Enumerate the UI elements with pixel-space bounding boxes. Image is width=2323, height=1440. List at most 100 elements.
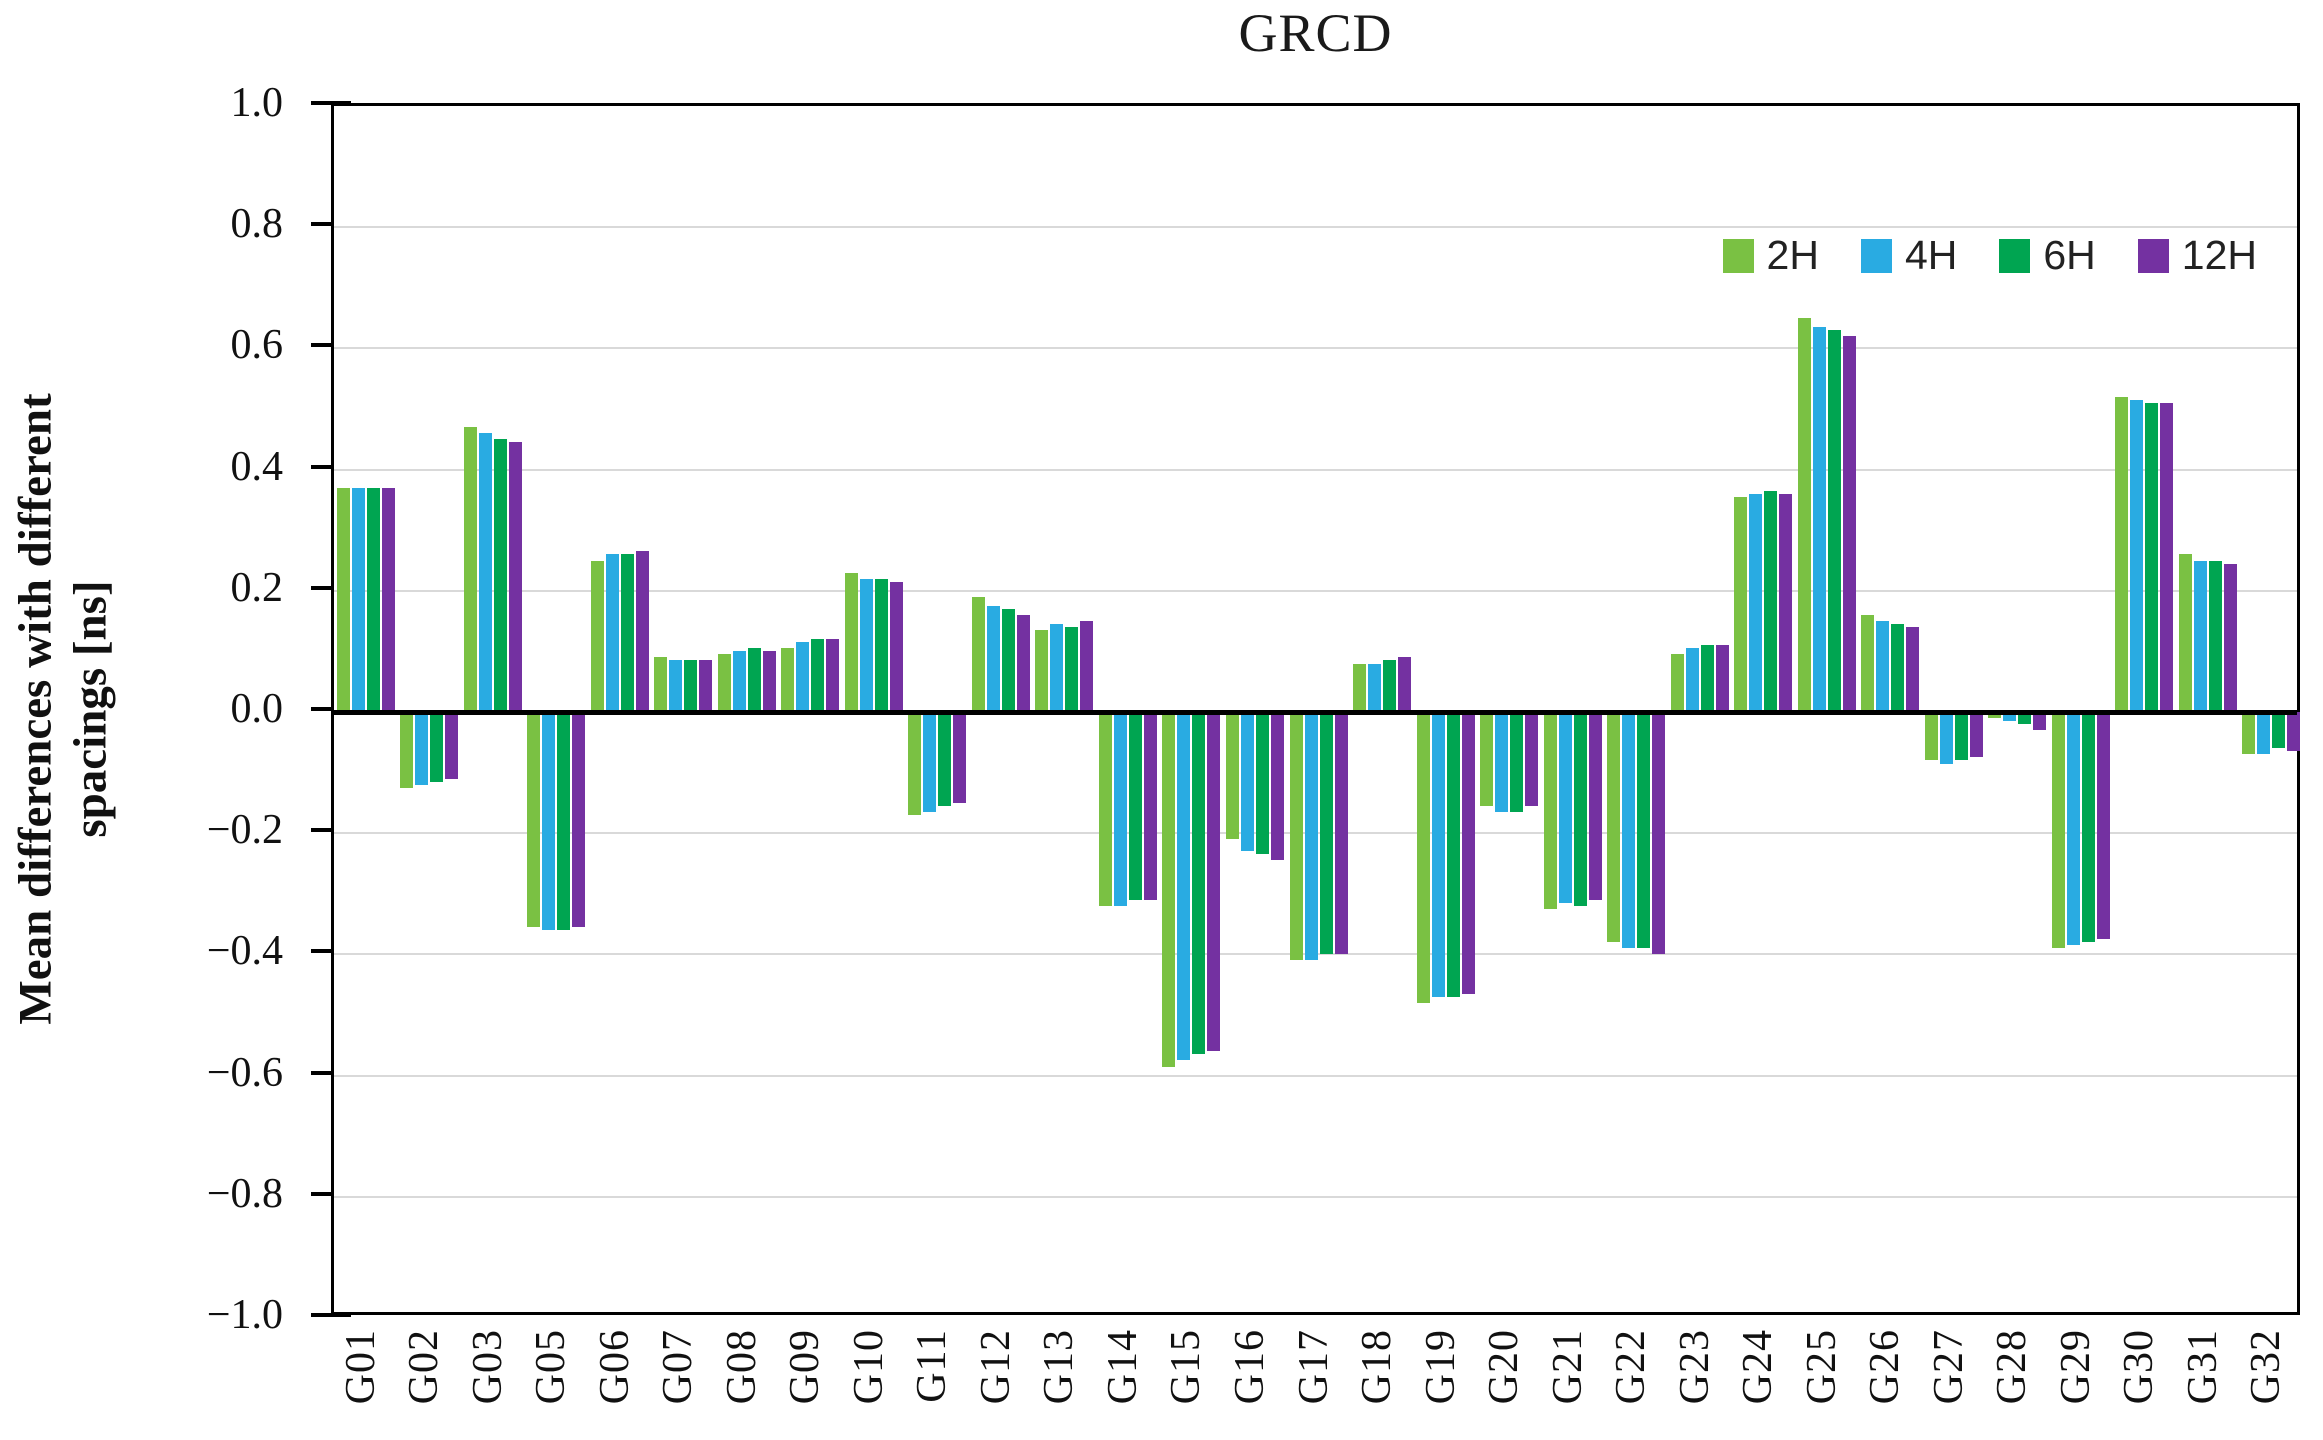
chart-legend: 2H 4H 6H 12H (1722, 232, 2257, 279)
bar-2H-G03 (463, 427, 477, 712)
bar-12H-G19 (1461, 712, 1475, 994)
bar-6H-G26 (1891, 624, 1905, 712)
bar-6H-G06 (620, 554, 634, 712)
bar-2H-G01 (336, 487, 350, 712)
x-tick-label-G14: G14 (1099, 1329, 1146, 1405)
bar-2H-G31 (2178, 554, 2192, 712)
gridline (334, 468, 2297, 471)
y-tick-label: −0.4 (206, 928, 283, 975)
bar-2H-G22 (1607, 712, 1621, 943)
bar-4H-G01 (351, 487, 365, 712)
plot-area: 2H 4H 6H 12H (331, 103, 2301, 1315)
bar-12H-G15 (1207, 712, 1221, 1052)
chart-title: GRCD (1238, 3, 1393, 63)
bar-4H-G27 (1939, 712, 1953, 764)
bar-12H-G29 (2096, 712, 2110, 940)
bar-4H-G31 (2193, 560, 2207, 712)
bar-4H-G30 (2130, 399, 2144, 712)
y-tick-label: 0.4 (230, 443, 284, 490)
bar-12H-G25 (1842, 336, 1856, 712)
bar-4H-G08 (732, 651, 746, 712)
y-tick-label: −0.8 (206, 1170, 283, 1217)
legend-swatch-12H (2137, 238, 2169, 273)
x-tick-label-G26: G26 (1862, 1329, 1909, 1405)
x-tick-label-G22: G22 (1608, 1329, 1655, 1405)
bar-4H-G20 (1495, 712, 1509, 812)
legend-label-2H: 2H (1766, 232, 1819, 278)
bar-6H-G21 (1573, 712, 1587, 906)
legend-swatch-4H (1860, 238, 1892, 273)
bar-2H-G19 (1416, 712, 1430, 1003)
x-tick-label-G10: G10 (845, 1329, 892, 1405)
legend-label-6H: 6H (2043, 232, 2096, 278)
bar-2H-G14 (1098, 712, 1112, 906)
bar-12H-G13 (1080, 621, 1094, 712)
bar-6H-G22 (1637, 712, 1651, 949)
legend-item-2H: 2H (1722, 232, 1819, 279)
bar-6H-G07 (684, 660, 698, 712)
y-tick-label: 0.2 (230, 564, 284, 611)
bar-2H-G15 (1162, 712, 1176, 1067)
bar-2H-G25 (1797, 318, 1811, 712)
bar-4H-G26 (1876, 621, 1890, 712)
bar-6H-G28 (2018, 712, 2032, 725)
x-tick-label-G25: G25 (1798, 1329, 1845, 1405)
bar-12H-G10 (889, 581, 903, 712)
bar-6H-G17 (1319, 712, 1333, 955)
x-tick-label-G29: G29 (2052, 1329, 2099, 1405)
bar-6H-G08 (747, 648, 761, 712)
x-tick-label-G18: G18 (1354, 1329, 1401, 1405)
bar-2H-G30 (2115, 396, 2129, 712)
bar-6H-G29 (2081, 712, 2095, 943)
bar-12H-G14 (1143, 712, 1157, 900)
bar-2H-G26 (1861, 615, 1875, 712)
gridline (334, 589, 2297, 592)
bar-4H-G19 (1431, 712, 1445, 997)
bar-2H-G12 (971, 596, 985, 712)
bar-12H-G26 (1906, 627, 1920, 712)
bar-4H-G02 (415, 712, 429, 785)
x-tick-label-G23: G23 (1671, 1329, 1718, 1405)
bar-2H-G08 (717, 654, 731, 712)
bar-12H-G09 (826, 639, 840, 712)
bar-6H-G09 (811, 639, 825, 712)
bar-12H-G32 (2287, 712, 2301, 752)
bar-12H-G17 (1334, 712, 1348, 955)
bar-4H-G03 (478, 433, 492, 712)
bar-2H-G18 (1353, 663, 1367, 712)
bar-6H-G31 (2208, 560, 2222, 712)
x-tick-label-G12: G12 (972, 1329, 1019, 1405)
bar-6H-G18 (1383, 660, 1397, 712)
bar-2H-G07 (654, 657, 668, 712)
y-tick-label: 0.0 (230, 686, 284, 732)
bar-6H-G15 (1192, 712, 1206, 1055)
bar-2H-G09 (781, 648, 795, 712)
x-tick-label-G07: G07 (655, 1329, 702, 1405)
gridline (334, 1195, 2297, 1198)
bar-6H-G11 (938, 712, 952, 806)
bar-6H-G14 (1128, 712, 1142, 900)
bar-6H-G13 (1065, 627, 1079, 712)
x-tick-label-G27: G27 (1925, 1329, 1972, 1405)
x-tick-label-G09: G09 (782, 1329, 829, 1405)
y-tick-label: 0.8 (230, 201, 284, 248)
bar-12H-G23 (1715, 645, 1729, 712)
x-tick-label-G30: G30 (2116, 1329, 2163, 1405)
bar-6H-G12 (1001, 608, 1015, 712)
bar-12H-G31 (2223, 563, 2237, 712)
x-tick-label-G31: G31 (2179, 1329, 2226, 1405)
x-tick-label-G15: G15 (1163, 1329, 1210, 1405)
bar-6H-G05 (557, 712, 571, 931)
x-tick-label-G13: G13 (1036, 1329, 1083, 1405)
x-tick-label-G17: G17 (1290, 1329, 1337, 1405)
bar-12H-G27 (1969, 712, 1983, 758)
bar-2H-G06 (590, 560, 604, 712)
x-tick-label-G28: G28 (1989, 1329, 2036, 1405)
bar-2H-G24 (1734, 496, 1748, 712)
bar-12H-G06 (635, 551, 649, 712)
legend-label-12H: 12H (2181, 232, 2257, 278)
y-tick-mark (311, 1313, 351, 1317)
bar-6H-G25 (1827, 330, 1841, 712)
bar-12H-G05 (572, 712, 586, 928)
